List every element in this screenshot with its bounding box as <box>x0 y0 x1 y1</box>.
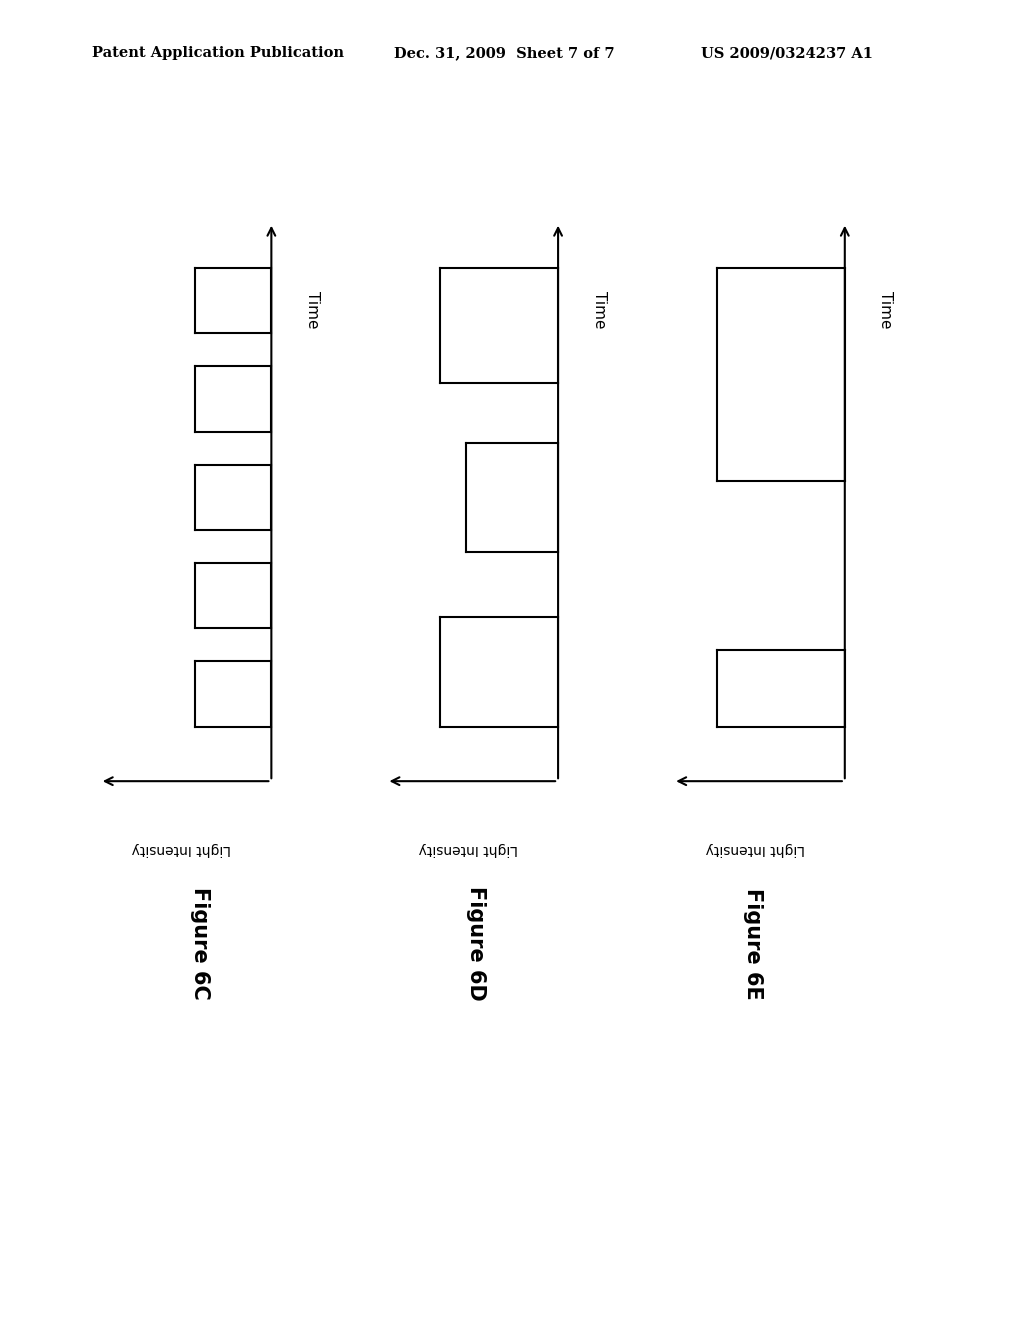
Text: Time: Time <box>592 290 606 329</box>
Text: Light Intensity: Light Intensity <box>706 842 805 857</box>
Text: Light Intensity: Light Intensity <box>419 842 518 857</box>
Text: Light Intensity: Light Intensity <box>132 842 231 857</box>
Text: Dec. 31, 2009  Sheet 7 of 7: Dec. 31, 2009 Sheet 7 of 7 <box>394 46 614 61</box>
Text: Time: Time <box>305 290 319 329</box>
Text: US 2009/0324237 A1: US 2009/0324237 A1 <box>701 46 873 61</box>
Text: Figure 6D: Figure 6D <box>466 887 486 1001</box>
Text: Figure 6C: Figure 6C <box>189 887 210 1001</box>
Text: Patent Application Publication: Patent Application Publication <box>92 46 344 61</box>
Text: Figure 6E: Figure 6E <box>742 888 763 999</box>
Text: Time: Time <box>879 290 893 329</box>
